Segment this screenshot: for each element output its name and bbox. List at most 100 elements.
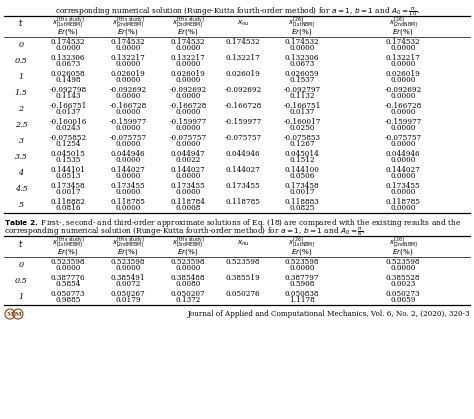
- Text: $Er(\%)$: $Er(\%)$: [177, 247, 199, 257]
- Text: 0.0137: 0.0137: [55, 108, 81, 116]
- Text: 0.1372: 0.1372: [175, 296, 201, 304]
- Text: -0.092692: -0.092692: [169, 86, 207, 94]
- Text: $x^{\mathrm{[this\ study]}}_{\mathrm{[1stMEBM]}}$: $x^{\mathrm{[this\ study]}}_{\mathrm{[1s…: [52, 236, 84, 250]
- Text: $x^{\mathrm{[26]}}_{\mathrm{[1stNBM]}}$: $x^{\mathrm{[26]}}_{\mathrm{[1stNBM]}}$: [288, 236, 316, 250]
- Text: 0.0250: 0.0250: [289, 124, 315, 132]
- Text: -0.166728: -0.166728: [169, 102, 207, 110]
- Text: 0.144027: 0.144027: [386, 166, 420, 174]
- Text: 0.118785: 0.118785: [385, 198, 420, 206]
- Text: 0.0000: 0.0000: [115, 92, 141, 100]
- Text: 0.0000: 0.0000: [175, 108, 201, 116]
- Text: 0.0000: 0.0000: [390, 204, 416, 212]
- Text: 0.118785: 0.118785: [226, 198, 260, 206]
- Text: 0.0000: 0.0000: [55, 44, 81, 52]
- Text: 0.044946: 0.044946: [386, 150, 420, 158]
- Text: 0.0008: 0.0008: [175, 204, 201, 212]
- Text: -0.159977: -0.159977: [169, 118, 207, 126]
- Text: 0.385519: 0.385519: [226, 274, 260, 282]
- Text: 0.173458: 0.173458: [51, 182, 85, 190]
- Text: 0.044947: 0.044947: [171, 150, 205, 158]
- Text: $x_{nu}$: $x_{nu}$: [237, 238, 249, 248]
- Text: 0.0059: 0.0059: [390, 296, 416, 304]
- Text: 0.174532: 0.174532: [111, 38, 146, 46]
- Text: 0.1143: 0.1143: [55, 92, 81, 100]
- Text: $x^{\mathrm{[this\ study]}}_{\mathrm{[2ndMEBM]}}$: $x^{\mathrm{[this\ study]}}_{\mathrm{[2n…: [112, 16, 144, 30]
- Text: 0.174532: 0.174532: [285, 38, 319, 46]
- Text: -0.159977: -0.159977: [109, 118, 146, 126]
- Text: 0.0000: 0.0000: [115, 140, 141, 148]
- Text: $x^{\mathrm{[26]}}_{\mathrm{[1stNBM]}}$: $x^{\mathrm{[26]}}_{\mathrm{[1stNBM]}}$: [288, 16, 316, 30]
- Text: -0.160017: -0.160017: [283, 118, 321, 126]
- Text: $Er(\%)$: $Er(\%)$: [117, 247, 139, 257]
- Text: 0.132217: 0.132217: [110, 54, 146, 62]
- Text: $Er(\%)$: $Er(\%)$: [177, 27, 199, 37]
- Text: 0.5: 0.5: [15, 57, 27, 65]
- Text: 0.173455: 0.173455: [171, 182, 205, 190]
- Text: 0.174532: 0.174532: [51, 38, 85, 46]
- Text: 0.026059: 0.026059: [285, 70, 319, 78]
- Text: $Er(\%)$: $Er(\%)$: [57, 27, 79, 37]
- Text: 0.0000: 0.0000: [115, 264, 141, 272]
- Text: $Er(\%)$: $Er(\%)$: [291, 27, 313, 37]
- Text: $x^{\mathrm{[this\ study]}}_{\mathrm{[2ndMEBM]}}$: $x^{\mathrm{[this\ study]}}_{\mathrm{[2n…: [112, 236, 144, 250]
- Text: -0.166751: -0.166751: [283, 102, 321, 110]
- Text: 0.144027: 0.144027: [171, 166, 205, 174]
- Text: -0.075757: -0.075757: [384, 134, 421, 142]
- Text: 0.118784: 0.118784: [171, 198, 205, 206]
- Text: 1: 1: [18, 73, 24, 81]
- Text: 0.045015: 0.045015: [51, 150, 85, 158]
- Text: 0.0000: 0.0000: [175, 264, 201, 272]
- Text: 0.385491: 0.385491: [111, 274, 146, 282]
- Text: 0.173455: 0.173455: [386, 182, 420, 190]
- Text: 0.9885: 0.9885: [55, 296, 81, 304]
- Text: $Er(\%)$: $Er(\%)$: [291, 247, 313, 257]
- Text: 0.118785: 0.118785: [110, 198, 146, 206]
- Text: 0.5: 0.5: [15, 277, 27, 285]
- Text: 0.0000: 0.0000: [390, 264, 416, 272]
- Text: 0.5908: 0.5908: [289, 280, 315, 288]
- Text: 2.5: 2.5: [15, 121, 27, 129]
- Text: 0.523598: 0.523598: [285, 258, 319, 266]
- Text: 0.174532: 0.174532: [386, 38, 420, 46]
- Text: 0.050267: 0.050267: [111, 290, 146, 298]
- Text: 1.1178: 1.1178: [289, 296, 315, 304]
- Text: 0.0000: 0.0000: [115, 44, 141, 52]
- Text: 0.0000: 0.0000: [115, 156, 141, 164]
- Text: -0.166728: -0.166728: [384, 102, 422, 110]
- Text: 0.1512: 0.1512: [289, 156, 315, 164]
- Text: 0.0673: 0.0673: [55, 60, 81, 68]
- Text: 5: 5: [18, 201, 24, 209]
- Text: 0.026019: 0.026019: [110, 70, 146, 78]
- Text: 0.0000: 0.0000: [175, 140, 201, 148]
- Text: 0.523598: 0.523598: [226, 258, 260, 266]
- Text: 0.0000: 0.0000: [390, 92, 416, 100]
- Text: 0.026019: 0.026019: [226, 70, 260, 78]
- Text: M: M: [15, 311, 21, 316]
- Text: corresponding numerical solution (Runge-Kutta fourth-order method) for $a = 1$, : corresponding numerical solution (Runge-…: [55, 5, 419, 18]
- Text: 0.0000: 0.0000: [175, 188, 201, 196]
- Text: 0.0506: 0.0506: [289, 172, 315, 180]
- Text: $t$: $t$: [18, 238, 24, 248]
- Text: -0.092692: -0.092692: [384, 86, 421, 94]
- Text: corresponding numerical solution (Runge-Kutta fourth-order method) for $a = 1$, : corresponding numerical solution (Runge-…: [4, 225, 365, 238]
- Text: 0.050276: 0.050276: [226, 290, 260, 298]
- Text: Journal of Applied and Computational Mechanics, Vol. 6, No. 2, (2020), 320-3: Journal of Applied and Computational Mec…: [187, 310, 470, 318]
- Text: 0.0000: 0.0000: [115, 76, 141, 84]
- Text: -0.166751: -0.166751: [49, 102, 87, 110]
- Text: 0.387797: 0.387797: [285, 274, 319, 282]
- Text: 0.0513: 0.0513: [55, 172, 81, 180]
- Text: 4: 4: [18, 169, 24, 177]
- Text: 0.0825: 0.0825: [289, 204, 315, 212]
- Text: 0.523598: 0.523598: [171, 258, 205, 266]
- Text: 0.385528: 0.385528: [386, 274, 420, 282]
- Text: 0.523598: 0.523598: [386, 258, 420, 266]
- Text: 0.385488: 0.385488: [171, 274, 205, 282]
- Text: $t$: $t$: [18, 18, 24, 28]
- Text: 0.044946: 0.044946: [226, 150, 260, 158]
- Text: 0.0022: 0.0022: [175, 156, 201, 164]
- Text: 1: 1: [18, 293, 24, 301]
- Text: 0.523598: 0.523598: [111, 258, 145, 266]
- Text: 0.0000: 0.0000: [390, 124, 416, 132]
- Text: 0.026019: 0.026019: [386, 70, 420, 78]
- Text: -0.075757: -0.075757: [224, 134, 262, 142]
